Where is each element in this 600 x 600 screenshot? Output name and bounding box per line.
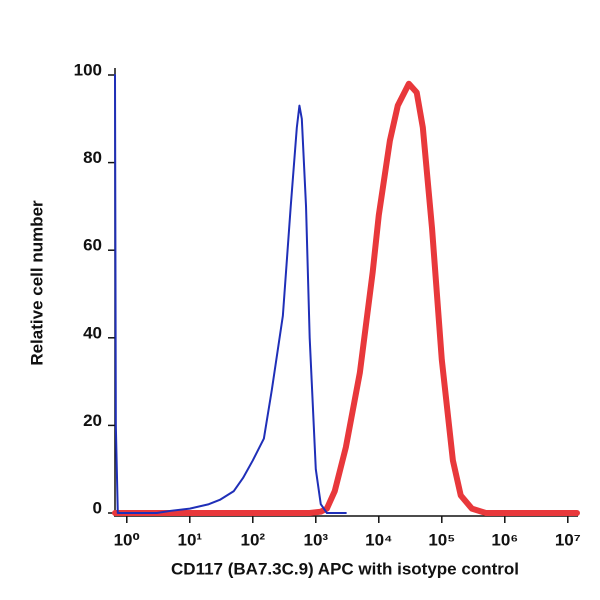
x-tick-label: 10⁴ (365, 530, 392, 549)
x-tick-label: 10⁵ (428, 530, 455, 549)
x-tick-label: 10⁶ (491, 530, 518, 549)
y-axis-title: Relative cell number (27, 200, 46, 366)
y-tick-label: 60 (83, 236, 102, 255)
y-tick-label: 0 (93, 498, 102, 517)
x-tick-label: 10³ (304, 530, 329, 549)
series-line (112, 80, 580, 516)
y-tick-label: 80 (83, 148, 102, 167)
x-axis-title: CD117 (BA7.3C.9) APC with isotype contro… (171, 559, 519, 578)
x-tick-label: 10⁰ (114, 530, 140, 549)
x-tick-label: 10⁷ (555, 530, 581, 549)
series-line (114, 74, 347, 514)
y-tick-label: 40 (83, 323, 102, 342)
y-tick-label: 20 (83, 411, 102, 430)
y-tick-label: 100 (74, 60, 102, 79)
x-tick-label: 10¹ (177, 530, 202, 549)
x-tick-label: 10² (240, 530, 265, 549)
